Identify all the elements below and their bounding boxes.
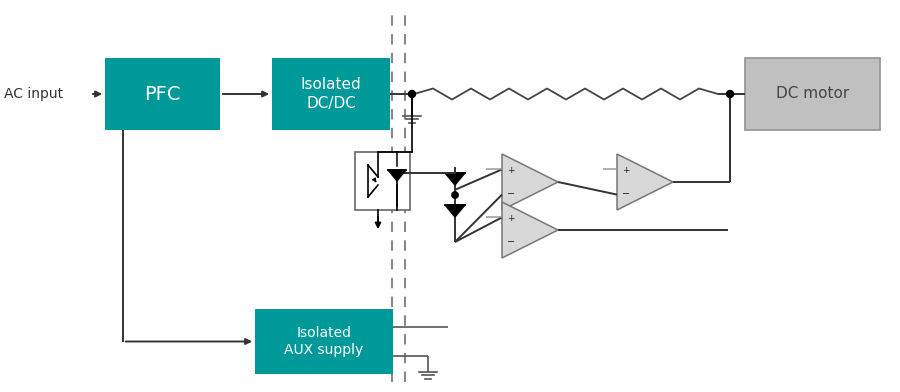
Circle shape <box>726 91 734 98</box>
Bar <box>745 58 880 130</box>
Text: PFC: PFC <box>144 85 181 103</box>
Text: −: − <box>507 189 515 199</box>
Polygon shape <box>502 154 558 210</box>
Text: −: − <box>507 237 515 247</box>
Circle shape <box>452 192 458 198</box>
Text: AC input: AC input <box>4 87 63 101</box>
Text: −: − <box>622 189 630 199</box>
Polygon shape <box>502 202 558 258</box>
Text: +: + <box>507 214 515 223</box>
Polygon shape <box>445 205 465 217</box>
Bar <box>272 58 390 130</box>
Bar <box>355 152 410 210</box>
Bar <box>255 309 393 374</box>
Text: +: + <box>507 166 515 175</box>
Circle shape <box>409 91 416 98</box>
Text: Isolated
DC/DC: Isolated DC/DC <box>301 77 362 111</box>
Polygon shape <box>445 173 465 185</box>
Text: DC motor: DC motor <box>776 87 849 102</box>
Polygon shape <box>617 154 673 210</box>
Polygon shape <box>388 170 406 181</box>
Text: +: + <box>622 166 629 175</box>
Bar <box>105 58 220 130</box>
Text: Isolated
AUX supply: Isolated AUX supply <box>284 326 364 357</box>
